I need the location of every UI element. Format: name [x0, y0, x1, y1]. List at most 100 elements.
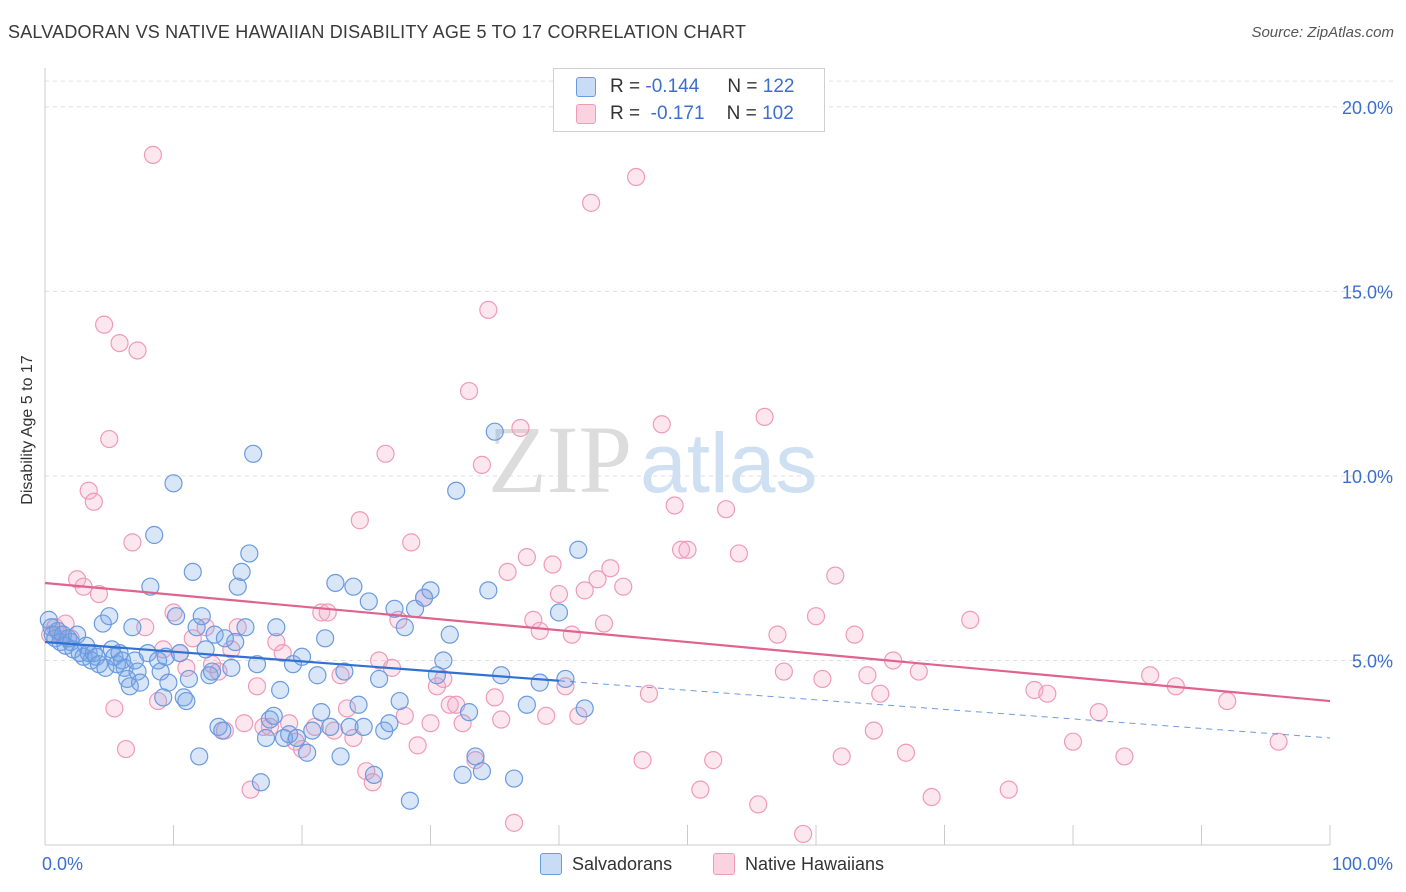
point-native-hawaiian: [704, 751, 723, 770]
legend-n-value-native-hawaiians: 102: [762, 103, 794, 124]
point-salvadoran: [202, 662, 222, 681]
watermark-zip: ZIP: [488, 406, 632, 513]
point-salvadoran: [205, 625, 224, 644]
point-native-hawaiian: [472, 455, 491, 474]
y-tick-label: 10.0%: [1342, 467, 1393, 487]
point-native-hawaiian: [961, 610, 980, 629]
y-tick-label: 15.0%: [1342, 282, 1393, 302]
point-native-hawaiian: [440, 695, 459, 714]
point-salvadoran: [287, 728, 306, 748]
point-salvadoran: [303, 721, 322, 740]
point-native-hawaiian: [678, 540, 697, 559]
point-salvadoran: [264, 706, 283, 725]
trend-line-salvadorans-extension: [558, 680, 1331, 739]
point-native-hawaiian: [95, 315, 114, 334]
point-salvadoran: [298, 743, 317, 762]
point-salvadoran: [183, 562, 202, 582]
point-native-hawaiian: [556, 677, 575, 696]
point-native-hawaiian: [267, 632, 286, 652]
point-native-hawaiian: [896, 743, 916, 762]
point-salvadoran: [434, 651, 453, 670]
point-salvadoran: [395, 618, 414, 637]
legend-r-label: R =: [610, 103, 641, 124]
correlation-legend: R = -0.144 N = 122 R = -0.171 N = 102: [553, 68, 825, 132]
point-native-hawaiian: [260, 717, 279, 737]
source-credit: Source: ZipAtlas.com: [1251, 24, 1394, 41]
point-salvadoran: [236, 618, 255, 637]
chart-title: SALVADORAN VS NATIVE HAWAIIAN DISABILITY…: [8, 22, 747, 42]
y-tick-label: 20.0%: [1342, 98, 1393, 118]
point-salvadoran: [256, 728, 276, 748]
point-salvadoran: [123, 618, 142, 637]
point-native-hawaiian: [594, 614, 614, 633]
point-salvadoran: [93, 614, 112, 633]
point-native-hawaiian: [691, 780, 710, 799]
point-native-hawaiian: [774, 662, 793, 681]
point-salvadoran: [504, 769, 524, 788]
point-salvadoran: [130, 673, 150, 692]
point-salvadoran: [380, 714, 399, 733]
point-native-hawaiian: [639, 684, 659, 703]
point-salvadoran: [569, 540, 588, 559]
point-native-hawaiian: [254, 717, 273, 737]
point-native-hawaiian: [479, 300, 498, 319]
point-salvadoran: [244, 444, 263, 463]
point-native-hawaiian: [68, 570, 87, 589]
point-salvadoran: [459, 703, 479, 722]
point-native-hawaiian: [1269, 732, 1288, 751]
point-salvadoran: [479, 581, 498, 600]
point-native-hawaiian: [569, 706, 588, 725]
point-native-hawaiian: [575, 581, 594, 600]
point-salvadoran: [385, 599, 404, 618]
y-tick-label: 5.0%: [1352, 651, 1393, 671]
point-native-hawaiian: [241, 780, 260, 799]
x-tick-label-end: 100.0%: [1332, 854, 1393, 874]
point-salvadoran: [400, 791, 420, 810]
point-native-hawaiian: [755, 407, 774, 427]
point-native-hawaiian: [105, 699, 124, 718]
legend-n-label: N =: [726, 103, 757, 124]
point-salvadoran: [308, 666, 327, 685]
point-salvadoran: [215, 629, 234, 648]
point-native-hawaiian: [614, 577, 633, 596]
point-native-hawaiian: [768, 625, 787, 644]
point-native-hawaiian: [318, 603, 337, 622]
point-salvadoran: [349, 695, 368, 714]
point-salvadoran: [472, 762, 491, 781]
point-native-hawaiian: [665, 496, 684, 515]
point-salvadoran: [177, 691, 196, 711]
point-salvadoran: [226, 632, 245, 652]
point-native-hawaiian: [1038, 684, 1057, 703]
legend-swatch-native-hawaiians: [576, 104, 596, 124]
bottom-legend-label-native-hawaiians: Native Hawaiians: [745, 853, 885, 874]
point-native-hawaiian: [626, 167, 646, 187]
point-salvadoran: [192, 607, 211, 626]
point-native-hawaiian: [485, 688, 504, 707]
point-native-hawaiian: [1063, 732, 1083, 751]
point-salvadoran: [316, 629, 335, 648]
point-salvadoran: [359, 592, 378, 611]
point-native-hawaiian: [537, 706, 556, 725]
point-salvadoran: [517, 695, 536, 714]
point-native-hawaiian: [845, 625, 864, 644]
point-salvadoran: [326, 573, 345, 593]
point-native-hawaiian: [498, 562, 517, 582]
point-native-hawaiian: [376, 444, 395, 463]
point-native-hawaiian: [999, 780, 1018, 799]
point-native-hawaiian: [1140, 666, 1160, 685]
point-native-hawaiian: [652, 415, 671, 434]
point-native-hawaiian: [350, 511, 369, 530]
point-native-hawaiian: [235, 714, 254, 733]
point-native-hawaiian: [504, 813, 524, 832]
point-salvadoran: [312, 703, 331, 722]
point-native-hawaiian: [749, 795, 768, 814]
bottom-legend-swatch-salvadorans: [540, 853, 562, 875]
point-salvadoran: [271, 680, 290, 700]
series-native-hawaiians-points: [41, 145, 1288, 844]
point-native-hawaiian: [549, 584, 569, 604]
y-axis-label: Disability Age 5 to 17: [19, 355, 36, 505]
point-salvadoran: [335, 662, 354, 681]
legend-n-label: N =: [727, 76, 758, 97]
point-salvadoran: [247, 655, 267, 674]
